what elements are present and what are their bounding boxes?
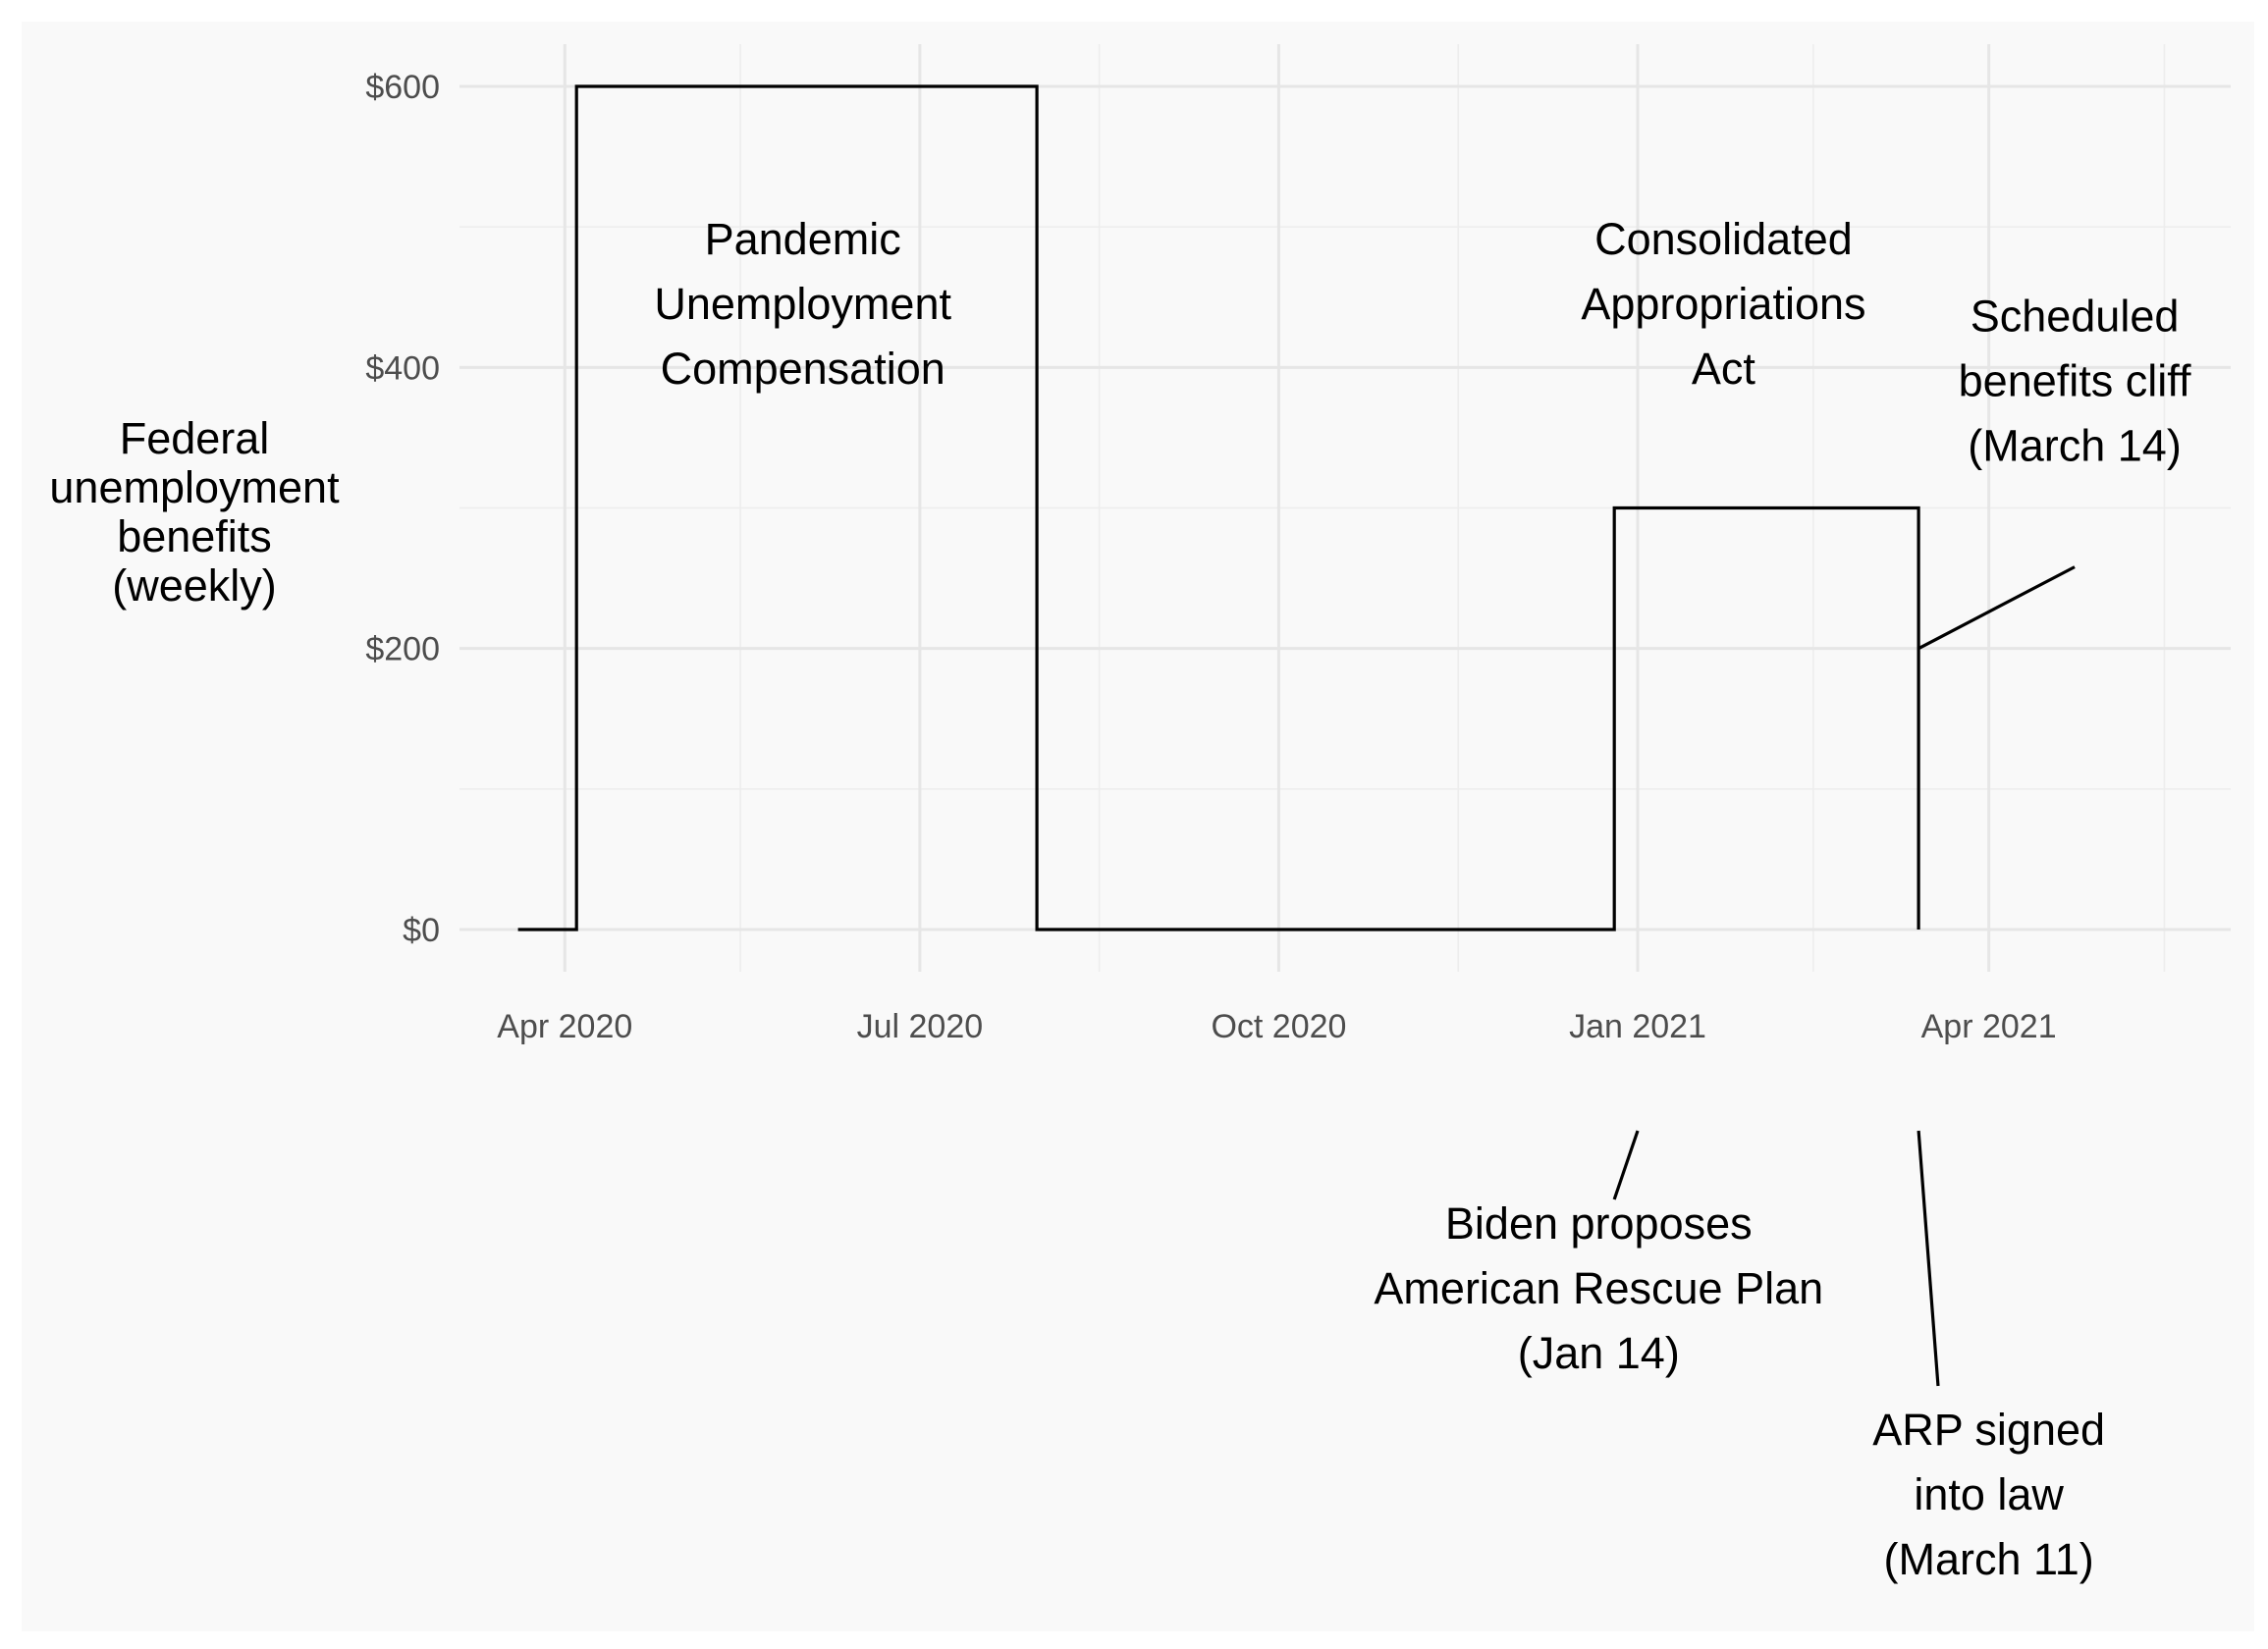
annotation-line: Compensation	[661, 344, 945, 394]
x-tick-label: Apr 2020	[497, 1008, 632, 1045]
annotation-pointer	[1917, 1130, 1940, 1387]
y-axis-ticks: $0 $200 $400 $600	[365, 69, 440, 949]
y-tick-label: $600	[365, 69, 440, 106]
annotation-label: Scheduled benefits cliff (March 14)	[1959, 292, 2191, 471]
annotation-line: Act	[1692, 344, 1756, 394]
annotation-line: into law	[1914, 1469, 2064, 1519]
y-axis-label-line: benefits	[117, 511, 272, 561]
annotation-line: Appropriations	[1581, 279, 1865, 329]
annotation-pointer	[1917, 565, 2076, 651]
annotations: Pandemic Unemployment Compensation Consolid…	[654, 214, 2191, 1584]
y-axis-label-text: Federal unemployment benefits (weekly)	[49, 413, 340, 611]
chart-background	[22, 22, 2254, 1631]
y-tick-label: $0	[403, 912, 440, 949]
annotation-line: (Jan 14)	[1518, 1328, 1680, 1378]
annotation-line: (March 11)	[1884, 1534, 2094, 1584]
x-tick-label: Jan 2021	[1569, 1008, 1706, 1045]
annotation-line: American Rescue Plan	[1374, 1263, 1823, 1313]
annotation-label: Biden proposes American Rescue Plan (Jan 1…	[1374, 1198, 1823, 1378]
annotation-line: Unemployment	[654, 279, 951, 329]
annotation-line: ARP signed	[1872, 1405, 2105, 1455]
minor-gridlines	[459, 44, 2231, 972]
benefit-step-line	[517, 84, 1920, 931]
major-gridlines	[459, 44, 2231, 972]
annotation-label: Pandemic Unemployment Compensation	[654, 214, 951, 394]
annotation-line: (March 14)	[1968, 421, 2182, 471]
y-axis-label-line: Federal	[120, 413, 270, 463]
annotation-line: benefits cliff	[1959, 356, 2191, 406]
annotation-line: Pandemic	[705, 214, 901, 264]
annotation-label: Consolidated Appropriations Act	[1581, 214, 1865, 394]
x-tick-label: Apr 2021	[1921, 1008, 2057, 1045]
x-axis-ticks: Apr 2020 Jul 2020 Oct 2020 Jan 2021 Apr 2021	[497, 1008, 2056, 1045]
annotation-pointer	[1612, 1130, 1640, 1200]
annotation-line: Scheduled	[1971, 292, 2180, 342]
x-tick-label: Jul 2020	[857, 1008, 984, 1045]
series-layer	[517, 84, 1920, 931]
annotation-line: Consolidated	[1594, 214, 1853, 264]
annotation-pointers	[1612, 565, 2076, 1387]
y-tick-label: $400	[365, 349, 440, 387]
annotation-label: ARP signed into law (March 11)	[1872, 1405, 2105, 1584]
y-axis-label-line: unemployment	[49, 462, 340, 512]
y-axis-label-line: (weekly)	[112, 560, 277, 611]
y-axis-label: Federal unemployment benefits (weekly)	[49, 413, 340, 611]
x-tick-label: Oct 2020	[1211, 1008, 1346, 1045]
annotation-line: Biden proposes	[1445, 1198, 1753, 1249]
y-tick-label: $200	[365, 631, 440, 668]
